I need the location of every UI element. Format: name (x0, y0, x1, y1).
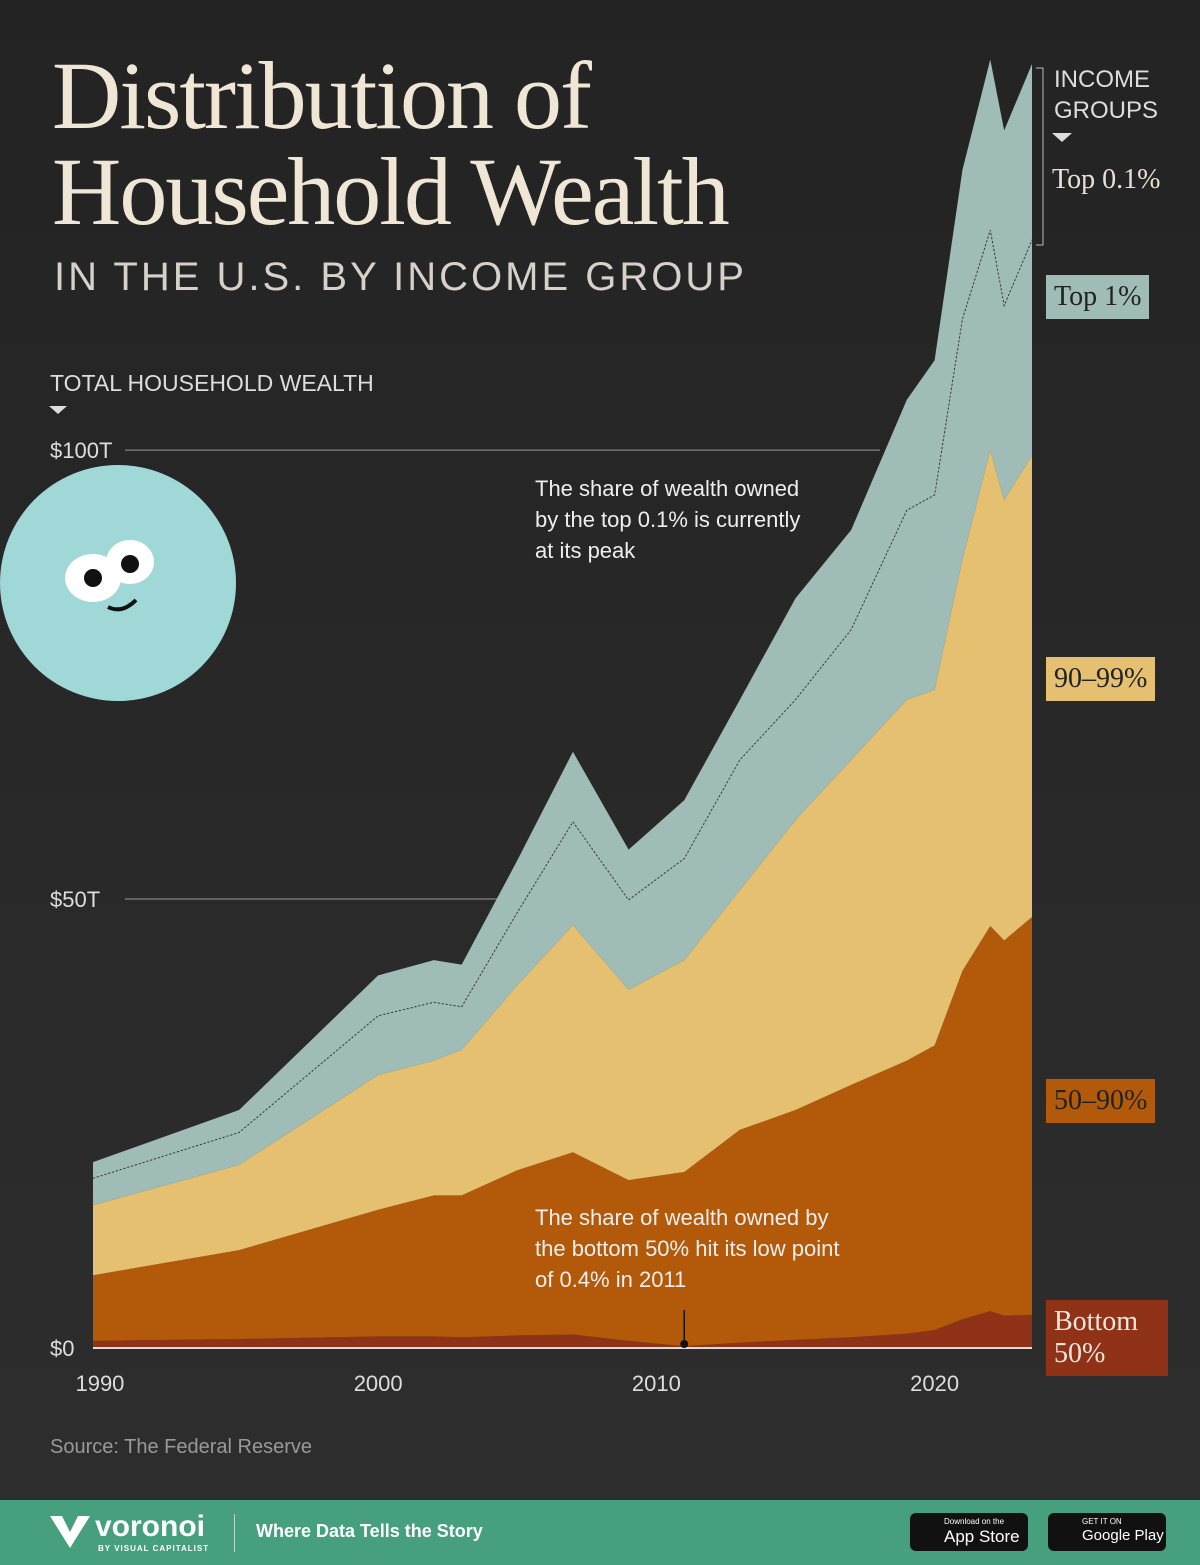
mascot (0, 465, 236, 701)
legend-label: 90–99% (1046, 657, 1156, 701)
y-tick-label: $50T (50, 887, 100, 912)
brand-sub: BY VISUAL CAPITALIST (98, 1544, 210, 1553)
area (93, 450, 1032, 1276)
brand: voronoi (95, 1510, 205, 1543)
badge-text: Google Play (1082, 1527, 1164, 1544)
legend-label: Top 1% (1046, 275, 1150, 319)
source: Source: The Federal Reserve (50, 1436, 312, 1458)
app-store-badge[interactable]: Download on the App Store (910, 1513, 1028, 1551)
legend-arrow (1052, 133, 1072, 142)
title: Distribution of Household Wealth (52, 42, 730, 245)
annotation-dot (680, 1340, 689, 1348)
area (93, 230, 1032, 1206)
x-tick-label: 2000 (354, 1371, 403, 1396)
x-tick-label: 1990 (75, 1371, 124, 1396)
legend-bracket (1036, 67, 1044, 246)
y-axis-label: TOTAL HOUSEHOLD WEALTH (50, 370, 374, 396)
area (93, 59, 1032, 1179)
badge-small: GET IT ON (1082, 1517, 1122, 1526)
legend-label: Bottom 50% (1046, 1300, 1168, 1376)
logo-icon (50, 1516, 90, 1548)
y-tick-label: $100T (50, 438, 112, 463)
subtitle: IN THE U.S. BY INCOME GROUP (54, 255, 747, 299)
area (93, 1311, 1032, 1348)
badge-text: App Store (944, 1527, 1020, 1546)
x-tick-label: 2020 (910, 1371, 959, 1396)
plot: $0 $50T $100T 1990 2000 2010 2020 (50, 59, 1033, 1396)
badge-small: Download on the (944, 1517, 1005, 1526)
tagline: Where Data Tells the Story (256, 1521, 483, 1541)
x-tick-label: 2010 (632, 1371, 681, 1396)
legend-label: 50–90% (1046, 1079, 1156, 1123)
y-tick-label: $0 (50, 1336, 74, 1361)
annotation: The share of wealth owned by the top 0.1… (535, 476, 801, 563)
google-play-badge[interactable]: GET IT ON Google Play (1048, 1513, 1166, 1551)
area (93, 917, 1032, 1347)
axis-arrow (49, 406, 67, 414)
legend-label: Top 0.1% (1052, 164, 1161, 195)
legend-title: INCOME GROUPS (1054, 66, 1159, 124)
divider (234, 1514, 235, 1552)
divider-line (92, 229, 1033, 1179)
annotation: The share of wealth owned by the bottom … (535, 1205, 840, 1292)
